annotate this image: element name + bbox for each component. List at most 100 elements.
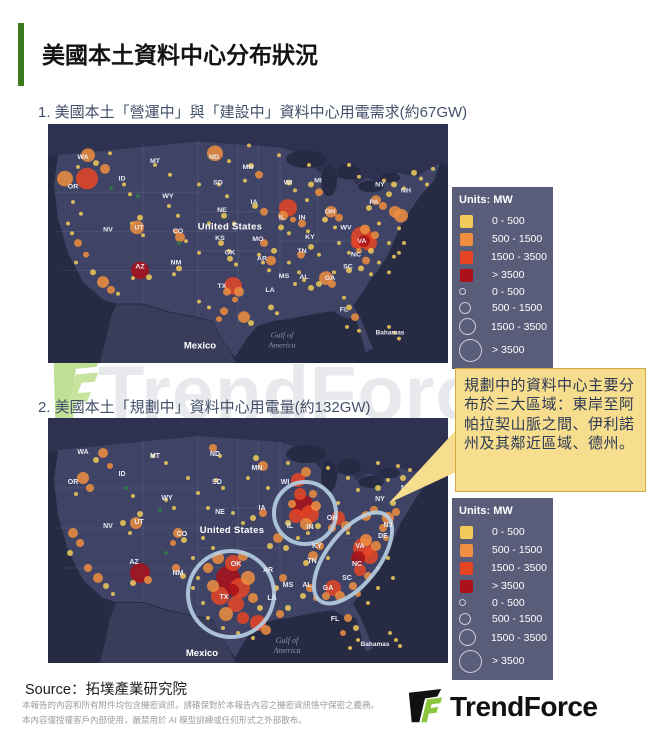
data-center-dot: [257, 605, 263, 611]
disclaimer-line-2: 本內容僅授權客戶內部使用，嚴禁用於 AI 模型訓練或任何形式之外部散布。: [22, 715, 307, 725]
data-center-dot: [271, 247, 277, 254]
data-center-dot: [267, 268, 271, 273]
legend-square-row: 1500 - 3500: [459, 559, 547, 577]
data-center-dot: [335, 213, 343, 222]
data-center-dot: [241, 571, 255, 585]
data-center-dot: [267, 543, 273, 549]
data-center-dot: [93, 457, 99, 463]
legend-swatch: [459, 214, 483, 228]
data-center-dot: [307, 163, 311, 167]
state-label: NJ: [384, 522, 393, 529]
state-label: NH: [401, 187, 411, 194]
legend-size-circle: [459, 629, 482, 646]
data-center-dot: [383, 535, 389, 541]
data-center-dot: [98, 448, 108, 458]
legend-square-row: 0 - 500: [459, 212, 547, 230]
us-map-2-svg: WA OR ID MT ND SD WY NE MN WI IA NV UT CO IL IN OH KY TN VA…: [48, 418, 448, 663]
state-label: UT: [134, 224, 144, 231]
state-label: WA: [77, 449, 88, 456]
data-center-dot: [234, 286, 244, 297]
legend-title: Units: MW: [459, 194, 513, 206]
data-center-dot: [393, 330, 397, 335]
data-center-dot: [74, 239, 82, 247]
data-center-dot: [325, 205, 337, 218]
data-center-dot: [308, 551, 318, 561]
data-center-dot: [84, 564, 92, 572]
data-center-dot: [353, 625, 359, 631]
data-center-dot: [223, 287, 231, 296]
data-center-dot: [368, 247, 374, 254]
state-label: ND: [209, 154, 219, 161]
data-center-dot: [181, 537, 187, 543]
data-center-dot: [379, 202, 387, 210]
data-center-dot: [302, 278, 306, 283]
data-center-dot: [144, 576, 152, 584]
data-center-dot: [232, 296, 238, 303]
legend-circle-row: 1500 - 3500: [459, 627, 547, 648]
data-center-dot: [326, 556, 330, 560]
data-center-dot: [308, 243, 314, 250]
country-label: United States: [198, 221, 263, 231]
data-center-dot: [172, 564, 180, 572]
data-center-dot: [309, 490, 317, 498]
data-center-dot: [128, 531, 132, 535]
state-label: IN: [307, 524, 314, 531]
data-center-dot: [237, 612, 249, 624]
data-center-dot: [356, 638, 360, 642]
data-center-dot: [392, 508, 400, 516]
data-center-dot: [316, 281, 322, 287]
data-center-dot: [136, 194, 140, 199]
data-center-dot: [275, 311, 279, 316]
title-accent-bar: [18, 23, 24, 86]
data-center-dot: [255, 170, 263, 179]
data-center-dot: [201, 601, 205, 605]
data-center-dot: [209, 444, 217, 452]
data-center-dot: [153, 163, 157, 167]
data-center-dot: [74, 492, 78, 496]
data-center-dot: [347, 163, 351, 167]
data-center-dot: [360, 534, 372, 546]
data-center-dot: [300, 518, 312, 530]
data-center-dot: [402, 241, 406, 245]
data-center-dot: [218, 454, 222, 458]
data-center-dot: [100, 163, 110, 174]
legend-size-circle: [459, 318, 482, 335]
legend-label: 0 - 500: [492, 215, 525, 227]
data-center-dot: [68, 528, 78, 538]
data-center-dot: [164, 551, 168, 555]
data-center-dot: [296, 536, 300, 540]
data-center-dot: [351, 551, 365, 565]
data-center-dot: [349, 582, 357, 590]
data-center-dot: [137, 214, 143, 221]
data-center-dot: [211, 546, 215, 550]
data-center-dot: [369, 272, 373, 277]
data-center-dot: [303, 560, 309, 566]
data-center-dot: [253, 455, 259, 461]
data-center-dot: [167, 203, 171, 208]
data-center-dot: [227, 248, 231, 253]
map-planned: WA OR ID MT ND SD WY NE MN WI IA NV UT CO IL IN OH KY TN VA…: [48, 418, 448, 663]
data-center-dot: [266, 255, 276, 266]
data-center-dot: [322, 592, 330, 600]
state-label: MO: [252, 236, 264, 243]
data-center-dot: [186, 476, 190, 480]
data-center-dot: [131, 261, 149, 280]
data-center-dot: [243, 178, 247, 183]
state-label: IL: [279, 215, 285, 222]
data-center-dot: [260, 207, 268, 216]
state-label: OK: [225, 250, 235, 257]
data-center-dot: [124, 486, 128, 490]
great-lake: [337, 163, 361, 180]
legend-size-circle: [459, 612, 483, 625]
region-highlight-ellipse: [272, 480, 338, 546]
state-label: VA: [357, 238, 366, 245]
data-center-dot: [298, 219, 306, 228]
state-label: WY: [161, 495, 173, 502]
data-center-dot: [214, 478, 218, 482]
data-center-dot: [248, 593, 258, 603]
state-label: WI: [281, 479, 290, 486]
data-center-dot: [371, 541, 381, 551]
great-lake: [337, 459, 361, 475]
data-center-dot: [411, 169, 417, 176]
bahamas-label: Bahamas: [376, 330, 405, 337]
